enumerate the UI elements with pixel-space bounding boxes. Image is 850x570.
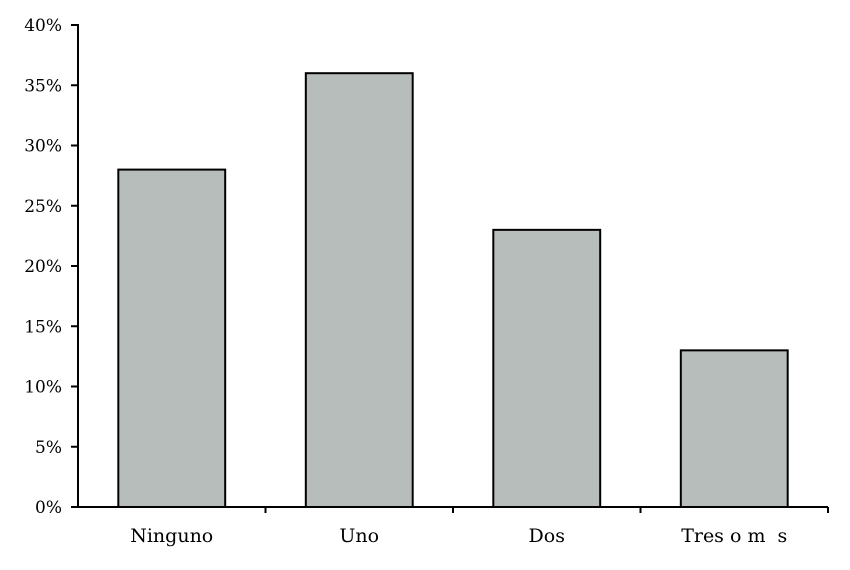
y-tick-label: 15%: [24, 317, 62, 337]
y-tick-label: 5%: [35, 438, 62, 458]
bar: [117, 168, 227, 508]
y-tick-label: 20%: [24, 257, 62, 277]
y-tick-label: 0%: [35, 498, 62, 518]
x-category-label: Ninguno: [130, 525, 213, 547]
x-category-label: Tres o m s: [681, 525, 787, 547]
x-category-label: Uno: [339, 525, 379, 547]
y-tick-label: 25%: [24, 197, 62, 217]
y-tick-label: 10%: [24, 378, 62, 398]
y-axis-ticks: 0% 5% 10% 15% 20% 25% 30% 35% 40%: [24, 16, 78, 518]
bars: [117, 72, 789, 508]
bar: [304, 72, 414, 508]
bar: [492, 228, 602, 508]
y-tick-label: 40%: [24, 16, 62, 36]
x-axis-ticks: Ninguno Uno Dos Tres o m s: [130, 507, 829, 547]
bar: [679, 349, 789, 508]
y-tick-label: 30%: [24, 137, 62, 157]
x-category-label: Dos: [529, 525, 565, 547]
y-tick-label: 35%: [24, 76, 62, 96]
